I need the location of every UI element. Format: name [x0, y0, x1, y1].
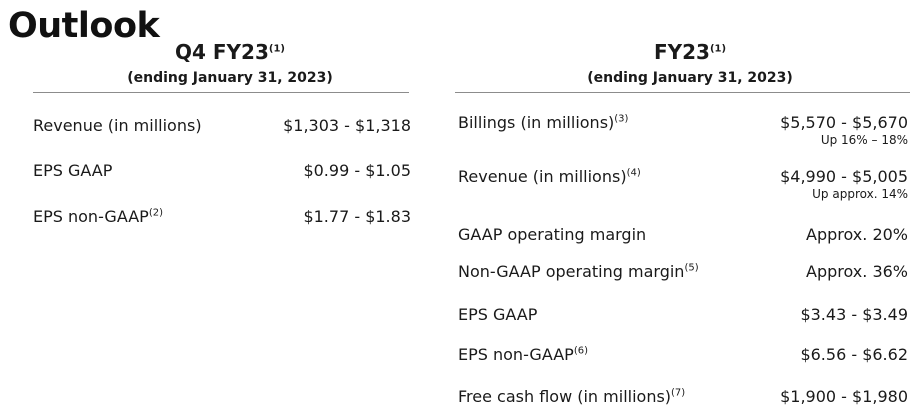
row-label: EPS GAAP — [458, 305, 537, 325]
row-label-text: EPS GAAP — [33, 161, 113, 180]
row-note: (5) — [684, 262, 699, 274]
row-label-text: EPS GAAP — [458, 305, 538, 324]
row-value: $1,303 - $1,318 — [283, 116, 411, 135]
row-value: $0.99 - $1.05 — [303, 161, 411, 180]
row-value: Approx. 36% — [806, 262, 908, 281]
row-note: (6) — [573, 345, 588, 357]
q4-heading-text: Q4 FY23 — [175, 40, 269, 64]
row-label: Revenue (in millions) — [33, 116, 202, 136]
row-subvalue: Up approx. 14% — [812, 187, 908, 201]
row-value: $3.43 - $3.49 — [800, 305, 908, 324]
row-value: Approx. 20% — [806, 225, 908, 244]
row-label: EPS non-GAAP(6) — [458, 345, 588, 365]
q4-header: Q4 FY23(1) (ending January 31, 2023) — [40, 40, 420, 88]
row-note: (7) — [671, 387, 686, 399]
row-label: Billings (in millions)(3) — [458, 113, 628, 133]
fy-heading-note: (1) — [709, 43, 727, 55]
row-label: Non-GAAP operating margin(5) — [458, 262, 699, 282]
row-label: GAAP operating margin — [458, 225, 646, 245]
row-label-text: Free cash flow (in millions) — [458, 387, 672, 406]
row-label-text: EPS non-GAAP — [458, 345, 574, 364]
row-label-text: Non-GAAP operating margin — [458, 262, 685, 281]
row-label: Revenue (in millions)(4) — [458, 167, 641, 187]
fy-header: FY23(1) (ending January 31, 2023) — [455, 40, 915, 88]
row-label-text: Revenue (in millions) — [458, 167, 627, 186]
row-label-text: Revenue (in millions) — [33, 116, 202, 135]
row-value: $1.77 - $1.83 — [303, 207, 411, 226]
row-label-text: Billings (in millions) — [458, 113, 615, 132]
row-label-text: EPS non-GAAP — [33, 207, 149, 226]
row-label: EPS non-GAAP(2) — [33, 207, 163, 227]
row-note: (4) — [626, 167, 641, 179]
row-value: $4,990 - $5,005 — [780, 167, 908, 186]
page-title: Outlook — [8, 6, 160, 46]
row-value: $6.56 - $6.62 — [800, 345, 908, 364]
row-label: EPS GAAP — [33, 161, 112, 181]
row-subvalue: Up 16% – 18% — [820, 133, 908, 147]
fy-divider — [455, 92, 910, 93]
row-label: Free cash flow (in millions)(7) — [458, 387, 685, 407]
row-value: $1,900 - $1,980 — [780, 387, 908, 406]
row-value: $5,570 - $5,670 — [780, 113, 908, 132]
fy-heading-text: FY23 — [653, 40, 710, 64]
q4-heading: Q4 FY23(1) — [40, 40, 420, 64]
fy-heading: FY23(1) — [455, 40, 915, 64]
q4-period: (ending January 31, 2023) — [127, 70, 333, 86]
q4-divider — [33, 92, 409, 93]
row-note: (3) — [614, 113, 629, 125]
row-label-text: GAAP operating margin — [458, 225, 647, 244]
row-note: (2) — [148, 207, 163, 219]
fy-period: (ending January 31, 2023) — [587, 70, 793, 86]
q4-heading-note: (1) — [268, 43, 285, 55]
